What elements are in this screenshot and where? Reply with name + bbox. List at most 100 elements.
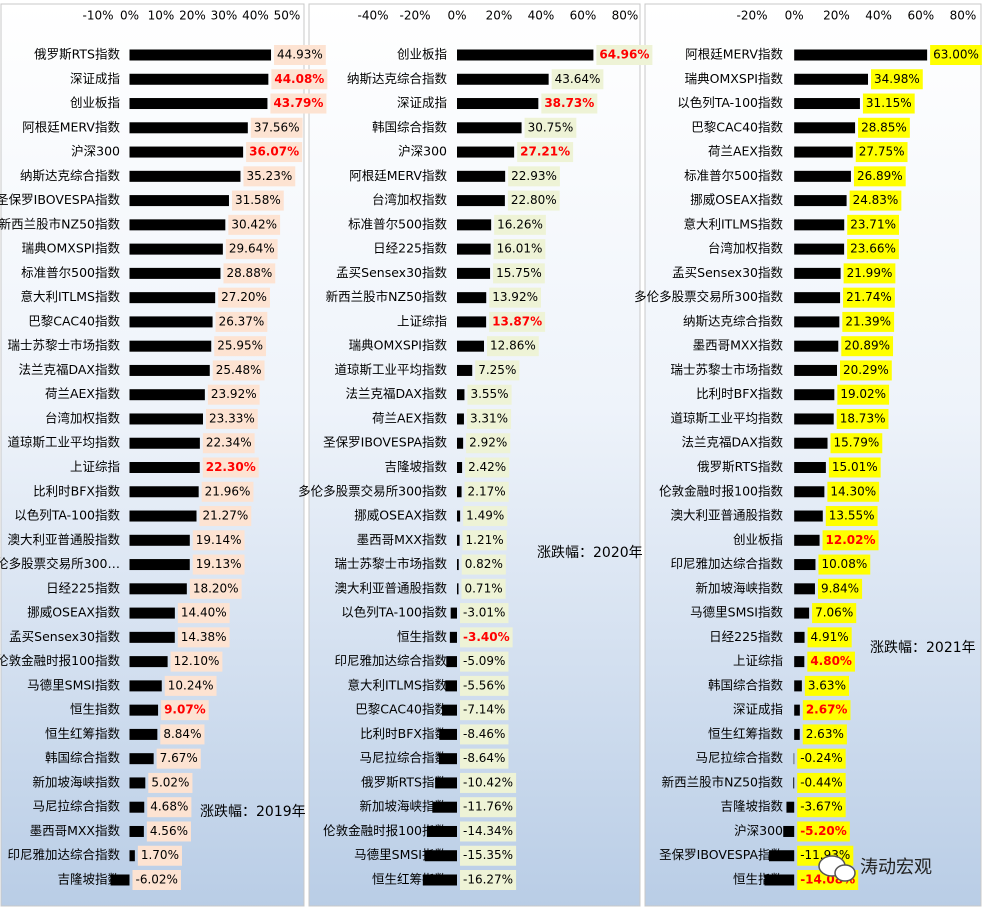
bar: [457, 267, 491, 279]
value-label: 16.26%: [497, 217, 543, 231]
value-label: 2.92%: [469, 436, 507, 450]
value-label: 10.24%: [168, 678, 214, 692]
value-label: 16.01%: [497, 242, 543, 256]
value-label: 22.34%: [206, 436, 252, 450]
bar: [794, 316, 840, 328]
value-label: 26.37%: [219, 314, 265, 328]
bar: [445, 680, 457, 692]
bar: [794, 656, 805, 668]
category-label: 伦敦金融时报100指数: [0, 653, 120, 668]
annotation: 涨跌幅：2021年: [870, 640, 976, 656]
bar: [457, 146, 515, 158]
bar: [794, 219, 845, 231]
category-label: 瑞典OMXSPI指数: [685, 71, 784, 86]
category-label: 新西兰股市NZ50指数: [0, 216, 120, 231]
value-label-background: [807, 651, 855, 672]
value-label: 1.21%: [466, 533, 504, 547]
category-label: 阿根廷MERV指数: [349, 168, 447, 183]
category-label: 阿根廷MERV指数: [22, 119, 120, 134]
category-label: 挪威OSEAX指数: [690, 192, 783, 207]
value-label: 23.33%: [209, 411, 255, 425]
value-label: -3.01%: [463, 606, 505, 620]
value-label-background: [517, 142, 574, 163]
value-label-background: [250, 117, 303, 138]
bar: [129, 340, 212, 352]
category-label: 比利时BFX指数: [696, 386, 783, 401]
value-label-background: [147, 797, 192, 818]
bar: [457, 292, 487, 304]
value-label: 44.08%: [274, 72, 324, 86]
category-label: 澳大利亚普通股指数: [670, 508, 783, 523]
value-label-background: [463, 506, 508, 527]
value-label: 7.06%: [815, 606, 853, 620]
category-label: 孟买Sensex30指数: [672, 265, 783, 280]
bar: [457, 364, 473, 376]
value-label: 12.10%: [174, 654, 220, 668]
bar: [794, 462, 826, 473]
bar: [794, 195, 847, 207]
bar: [793, 753, 795, 765]
value-label-background: [460, 603, 509, 624]
x-tick-label: -20%: [736, 9, 767, 23]
category-label: 瑞典OMXSPI指数: [22, 241, 121, 256]
value-label-background: [214, 336, 267, 357]
value-label-background: [493, 239, 546, 260]
bar: [783, 825, 795, 837]
x-tick-label: -20%: [399, 9, 430, 23]
value-label-background: [862, 93, 915, 114]
value-label-background: [847, 214, 899, 235]
value-label-background: [228, 214, 281, 235]
value-label: -11.76%: [463, 800, 513, 814]
value-label-background: [797, 772, 846, 793]
category-label: 沪深300: [71, 144, 120, 159]
annotation: 涨跌幅：2019年: [200, 804, 306, 820]
bar: [794, 389, 835, 401]
value-label: -16.27%: [463, 873, 513, 887]
value-label: 2.67%: [806, 703, 848, 717]
category-label: 以色列TA-100指数: [677, 95, 783, 110]
bar: [457, 559, 459, 571]
value-label: 4.80%: [810, 654, 852, 668]
value-label-background: [170, 651, 223, 672]
value-label: 35.23%: [246, 169, 292, 183]
bar: [794, 267, 841, 279]
category-label: 日经225指数: [709, 629, 783, 644]
value-label: -14.34%: [463, 824, 513, 838]
category-label: 俄罗斯RTS指数: [697, 459, 783, 474]
value-label: 31.58%: [235, 193, 281, 207]
category-label: 新西兰股市NZ50指数: [662, 774, 784, 789]
bar: [422, 874, 457, 886]
value-label: 22.80%: [511, 193, 557, 207]
bar: [446, 656, 457, 668]
value-label-background: [202, 457, 259, 478]
x-tick-label: 40%: [865, 9, 892, 23]
x-tick-label: 10%: [148, 9, 175, 23]
value-label: 3.31%: [470, 411, 508, 425]
bar: [129, 389, 205, 401]
value-label: 26.89%: [857, 169, 903, 183]
category-label: 道琼斯工业平均指数: [334, 362, 447, 377]
category-label: 韩国综合指数: [372, 119, 448, 134]
value-label-background: [462, 530, 507, 551]
bar: [794, 437, 828, 449]
value-label: -5.09%: [463, 654, 505, 668]
bar: [457, 73, 549, 85]
value-label: 23.71%: [850, 217, 896, 231]
category-label: 上证综指: [733, 653, 783, 668]
bar: [129, 316, 213, 328]
category-label: 新西兰股市NZ50指数: [326, 289, 448, 304]
value-label: 13.87%: [492, 314, 542, 328]
category-label: 创业板指: [397, 47, 447, 62]
value-label-background: [596, 45, 653, 65]
value-label: 64.96%: [599, 48, 649, 62]
value-label: -15.35%: [463, 848, 513, 862]
bar: [457, 534, 460, 546]
bar: [129, 292, 216, 304]
x-tick-label: -10%: [82, 9, 113, 23]
bar: [129, 98, 268, 110]
value-label: 15.79%: [834, 436, 880, 450]
bar: [129, 243, 223, 255]
x-tick-label: 40%: [528, 9, 555, 23]
bar: [129, 728, 158, 740]
category-label: 深证成指: [70, 71, 120, 86]
